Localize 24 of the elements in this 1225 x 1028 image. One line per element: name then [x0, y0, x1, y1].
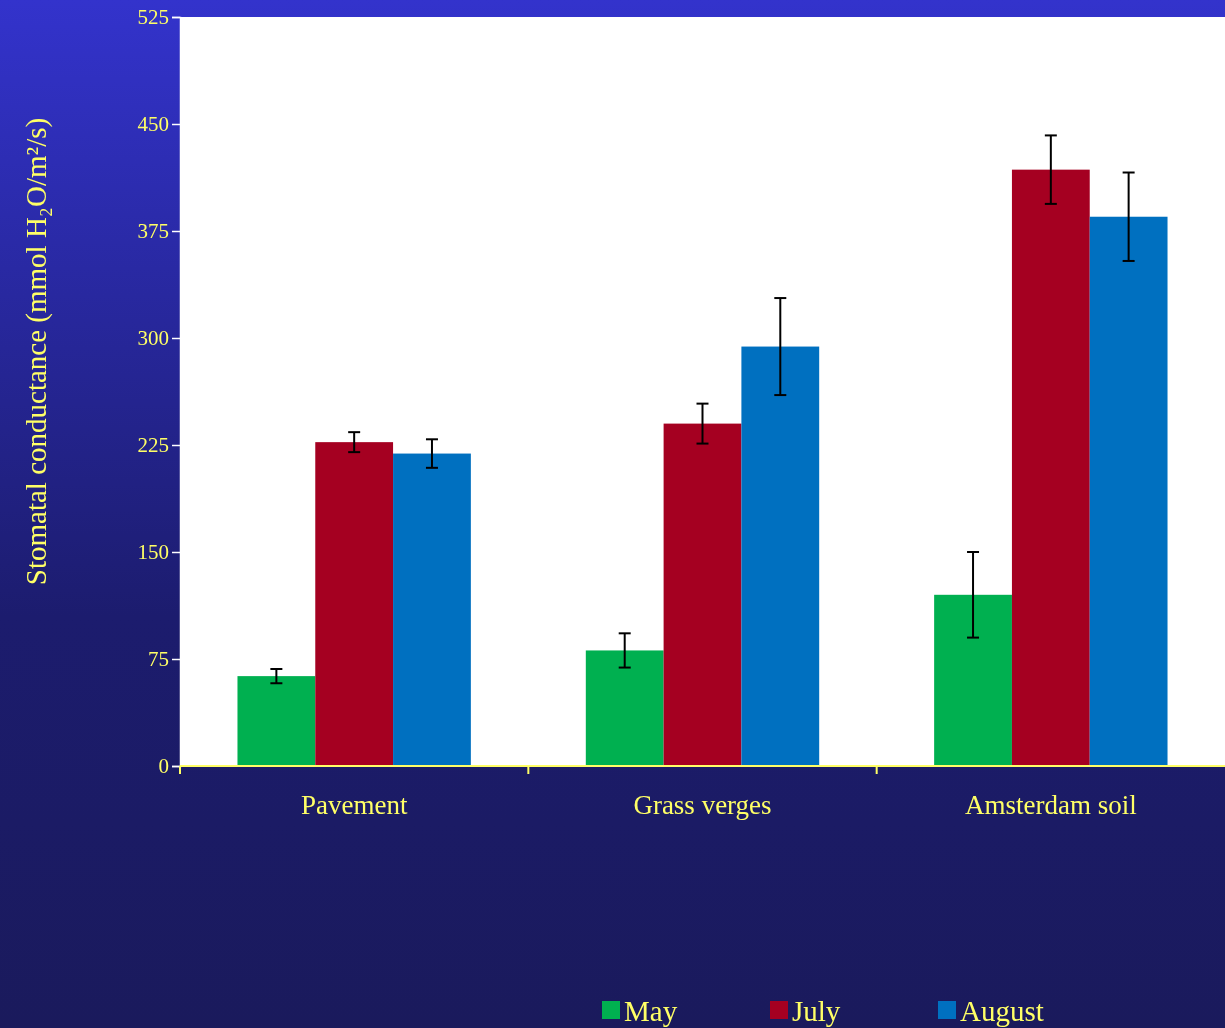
y-tick-label: 300: [137, 326, 169, 351]
bar: [663, 423, 742, 766]
y-axis-title: Stomatal conductance (mmol H₂O/m²/s): [20, 117, 53, 586]
bar: [315, 442, 394, 766]
bar: [393, 453, 471, 766]
y-tick-label: 75: [148, 647, 169, 672]
legend-label: July: [792, 995, 841, 1027]
x-tick-label: Amsterdam soil: [964, 790, 1137, 820]
y-tick-label: 225: [137, 433, 169, 458]
x-tick-label: Grass verges: [633, 790, 772, 820]
legend-label: May: [624, 995, 678, 1027]
bar: [1089, 216, 1168, 766]
y-tick-label: 375: [137, 219, 169, 244]
legend-label: August: [960, 995, 1044, 1027]
x-tick-label: Pavement: [300, 790, 408, 820]
bar: [1011, 169, 1090, 766]
bar: [741, 346, 820, 766]
bar: [585, 650, 664, 766]
y-tick-label: 0: [158, 754, 169, 779]
y-tick-label: 450: [137, 112, 169, 137]
y-tick-label: 150: [137, 540, 169, 565]
bar: [237, 676, 316, 766]
bar: [934, 594, 1012, 766]
y-tick-label: 525: [137, 5, 169, 30]
